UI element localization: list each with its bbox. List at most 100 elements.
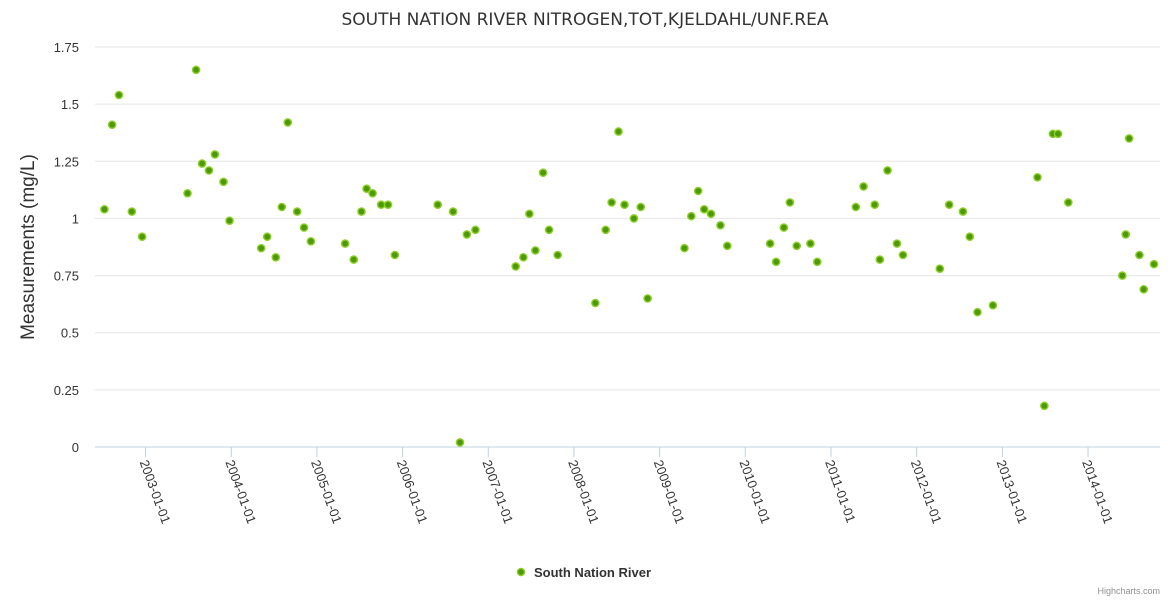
data-point[interactable] [875, 255, 885, 264]
data-point[interactable] [349, 255, 359, 264]
data-point[interactable] [462, 230, 472, 239]
legend-item-south-nation-river[interactable]: South Nation River [516, 565, 651, 580]
data-point[interactable] [433, 200, 443, 210]
x-tick-label: 2008-01-01 [565, 458, 602, 526]
data-point[interactable] [629, 214, 639, 223]
y-tick-label: 1.75 [54, 40, 79, 55]
data-point[interactable] [531, 246, 540, 255]
data-point[interactable] [448, 207, 458, 216]
data-point[interactable] [1118, 271, 1127, 280]
y-tick-label: 0.25 [54, 383, 79, 398]
data-point[interactable] [277, 202, 287, 212]
data-point[interactable] [699, 204, 709, 214]
data-point[interactable] [859, 182, 868, 191]
y-tick-label: 0.75 [54, 269, 79, 284]
data-point[interactable] [256, 243, 266, 253]
data-point[interactable] [368, 188, 377, 198]
data-point[interactable] [765, 239, 775, 248]
data-point[interactable] [362, 184, 371, 194]
data-point[interactable] [262, 232, 272, 242]
data-point[interactable] [1053, 129, 1063, 139]
data-point[interactable] [898, 250, 908, 260]
y-tick-label: 0 [72, 440, 79, 455]
data-point[interactable] [299, 223, 309, 232]
data-point[interactable] [591, 298, 600, 308]
data-point[interactable] [693, 186, 703, 196]
data-point[interactable] [1033, 172, 1042, 182]
x-tick-label: 2014-01-01 [1079, 458, 1116, 526]
data-point[interactable] [210, 150, 220, 159]
data-point[interactable] [383, 200, 393, 210]
data-point[interactable] [806, 239, 815, 248]
data-point[interactable] [1064, 198, 1073, 207]
data-point[interactable] [935, 264, 945, 274]
data-point[interactable] [1040, 401, 1049, 411]
data-point[interactable] [944, 200, 954, 210]
data-point[interactable] [779, 223, 789, 232]
data-point[interactable] [357, 207, 366, 216]
data-point[interactable] [988, 300, 998, 310]
data-point[interactable] [553, 250, 562, 260]
data-point[interactable] [283, 118, 293, 127]
data-point[interactable] [544, 225, 554, 235]
data-point[interactable] [1149, 259, 1159, 269]
data-points [100, 65, 1159, 447]
data-point[interactable] [204, 166, 214, 175]
data-point[interactable] [892, 239, 902, 248]
data-point[interactable] [197, 159, 207, 168]
y-tick-label: 1 [72, 211, 79, 226]
data-point[interactable] [525, 209, 534, 219]
data-point[interactable] [601, 225, 610, 235]
data-point[interactable] [812, 257, 822, 267]
data-point[interactable] [614, 127, 623, 136]
data-point[interactable] [620, 200, 629, 210]
data-point[interactable] [643, 294, 652, 303]
data-point[interactable] [883, 166, 892, 175]
data-point[interactable] [107, 120, 117, 130]
data-point[interactable] [1139, 284, 1149, 294]
data-point[interactable] [127, 207, 137, 216]
data-point[interactable] [292, 207, 302, 216]
data-point[interactable] [771, 257, 781, 267]
data-point[interactable] [723, 241, 732, 251]
x-tick-label: 2009-01-01 [651, 458, 688, 526]
data-point[interactable] [965, 232, 975, 242]
data-point[interactable] [1121, 230, 1131, 239]
data-point[interactable] [390, 250, 400, 260]
data-point[interactable] [100, 204, 109, 214]
data-point[interactable] [785, 198, 795, 207]
data-point[interactable] [191, 65, 201, 75]
data-point[interactable] [455, 438, 465, 447]
data-point[interactable] [271, 252, 281, 262]
data-point[interactable] [306, 236, 316, 246]
x-tick-label: 2007-01-01 [479, 458, 516, 526]
data-point[interactable] [1135, 250, 1144, 260]
data-point[interactable] [716, 220, 725, 230]
data-point[interactable] [636, 202, 646, 212]
data-point[interactable] [183, 188, 192, 198]
data-point[interactable] [870, 200, 879, 210]
data-point[interactable] [519, 252, 528, 262]
data-point[interactable] [687, 211, 696, 221]
data-point[interactable] [219, 177, 228, 187]
data-point[interactable] [706, 209, 716, 219]
x-tick-label: 2006-01-01 [394, 458, 431, 526]
data-point[interactable] [225, 216, 234, 226]
data-point[interactable] [851, 202, 861, 212]
data-point[interactable] [538, 168, 548, 178]
data-point[interactable] [376, 200, 386, 210]
data-point[interactable] [958, 207, 968, 216]
credits-link[interactable]: Highcharts.com [1097, 586, 1160, 596]
data-point[interactable] [114, 90, 124, 100]
data-point[interactable] [471, 225, 480, 235]
y-axis-ticks: 0 0.25 0.5 0.75 1 1.25 1.5 1.75 [54, 40, 79, 455]
data-point[interactable] [511, 262, 520, 271]
data-point[interactable] [607, 198, 616, 207]
data-point[interactable] [1124, 134, 1134, 143]
data-point[interactable] [680, 243, 689, 253]
data-point[interactable] [973, 307, 982, 317]
data-point[interactable] [340, 239, 350, 248]
data-point[interactable] [137, 232, 147, 242]
x-axis-ticks: 2003-01-01 2004-01-01 2005-01-01 2006-01-01… [137, 447, 1116, 526]
data-point[interactable] [792, 241, 802, 251]
